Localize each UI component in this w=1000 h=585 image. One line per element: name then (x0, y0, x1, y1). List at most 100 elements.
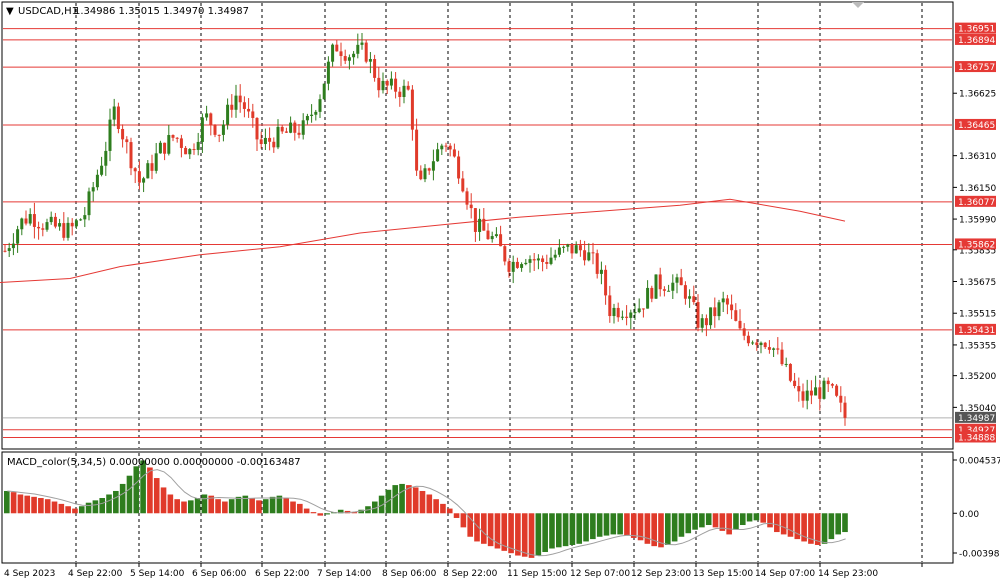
candle (557, 239, 561, 258)
macd-tick-label: 0.00 (959, 510, 979, 520)
candle (805, 379, 809, 410)
svg-text:1.34927: 1.34927 (958, 426, 995, 436)
candle (255, 117, 259, 151)
candle (772, 347, 776, 358)
macd-tick-label: 0.0045375 (959, 457, 1000, 467)
macd-bar (51, 501, 58, 514)
macd-bar (651, 513, 657, 547)
macd-bar (433, 499, 439, 514)
candle (58, 218, 62, 231)
candle (184, 145, 188, 155)
horizontal-level-lines[interactable] (3, 28, 952, 438)
candle (53, 212, 57, 229)
candle (494, 227, 498, 238)
macd-bar (767, 513, 773, 528)
candle (293, 120, 297, 141)
level-price-label[interactable]: 1.34888 (955, 431, 996, 443)
macd-bar (406, 485, 412, 514)
candle (440, 143, 444, 156)
menu-arrow-icon[interactable]: ▼ (6, 6, 14, 17)
candle (524, 258, 528, 266)
candle (780, 342, 784, 366)
candle (150, 154, 154, 180)
macd-bar (337, 509, 344, 514)
macd-bar (712, 513, 719, 528)
svg-text:1.36757: 1.36757 (958, 63, 995, 73)
level-price-label[interactable]: 1.36465 (955, 118, 996, 131)
candle (759, 341, 763, 354)
candle (788, 363, 792, 383)
candle (784, 357, 788, 368)
level-price-label[interactable]: 1.36951 (955, 22, 996, 35)
level-price-label[interactable]: 1.36894 (955, 33, 996, 46)
macd-bar (419, 490, 426, 514)
macd-bar (780, 513, 787, 535)
svg-text:1.36077: 1.36077 (958, 198, 995, 208)
svg-text:1.34888: 1.34888 (958, 433, 995, 443)
svg-text:1.36951: 1.36951 (958, 25, 995, 35)
macd-bar (835, 513, 841, 535)
macd-bar (576, 513, 583, 544)
candle (45, 218, 49, 232)
candle (221, 120, 225, 142)
macd-indicator-label: MACD_color(5,34,5) 0.00000000 0.00000000… (7, 457, 301, 468)
macd-bar (542, 513, 548, 553)
candle (331, 43, 335, 67)
candle (242, 96, 246, 118)
macd-bar (549, 513, 555, 549)
time-axis[interactable]: 4 Sep 2023 4 Sep 22:00 5 Sep 14:00 6 Sep 06… (4, 563, 923, 579)
candle (776, 337, 780, 355)
level-price-label[interactable]: 1.34927 (955, 423, 996, 436)
candle (566, 243, 570, 252)
macd-bar (521, 513, 528, 557)
macd-histogram (4, 460, 848, 558)
macd-bar (167, 494, 174, 514)
price-axis[interactable]: 1.36625 1.36310 1.36150 1.35990 1.35835 1.356… (953, 22, 996, 444)
level-price-label[interactable]: 1.36757 (955, 61, 996, 73)
candle (66, 217, 70, 241)
candle (532, 252, 536, 272)
price-tick-label: 1.35675 (959, 278, 996, 288)
macd-bar (705, 513, 712, 526)
candle (511, 255, 515, 284)
candle (633, 303, 637, 321)
candle (515, 257, 519, 269)
level-price-label[interactable]: 1.36077 (955, 195, 996, 208)
candle (364, 40, 368, 64)
candle (452, 143, 456, 158)
macd-bar (494, 513, 501, 549)
candle (205, 105, 209, 121)
macd-bar (126, 475, 133, 514)
time-tick-label: 12 Sep 07:00 (570, 569, 630, 579)
candle (738, 309, 742, 330)
macd-bar (119, 483, 126, 514)
candle (385, 79, 389, 94)
candle (637, 298, 641, 314)
macd-bar (249, 498, 255, 514)
candle (822, 377, 826, 400)
candle (310, 104, 314, 123)
candle (570, 244, 574, 259)
candle (444, 142, 448, 152)
triangle-down-icon (852, 2, 864, 8)
candle (83, 207, 87, 228)
level-price-label[interactable]: 1.35862 (955, 238, 996, 250)
macd-bar (562, 513, 569, 547)
candle (209, 112, 213, 136)
macd-bar (44, 499, 51, 514)
macd-bar (153, 478, 160, 514)
candle (368, 52, 372, 74)
candle (247, 98, 251, 118)
candle (679, 268, 683, 286)
macd-bar (256, 500, 262, 514)
time-tick-label: 8 Sep 22:00 (443, 569, 498, 579)
candle (469, 193, 473, 219)
candle (465, 187, 469, 210)
level-price-label[interactable]: 1.35431 (955, 323, 996, 336)
candle (751, 340, 755, 345)
candle (7, 242, 11, 258)
macd-bar (262, 499, 269, 514)
candle (700, 314, 704, 333)
candle (297, 124, 301, 139)
